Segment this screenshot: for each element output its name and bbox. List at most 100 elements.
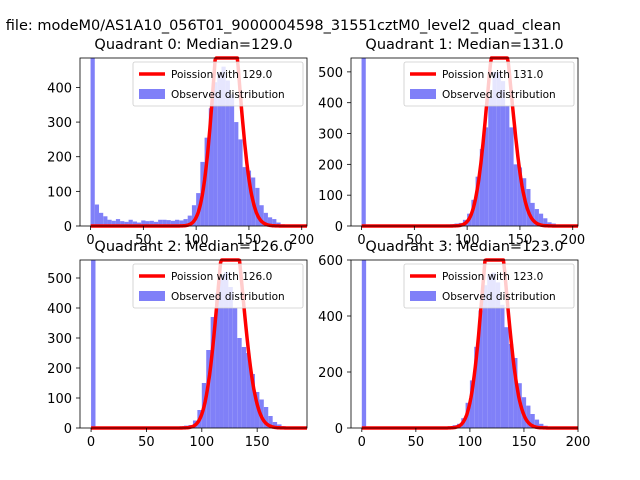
histogram-bar bbox=[361, 260, 367, 428]
legend-label-fit: Poission with 126.0 bbox=[171, 271, 272, 283]
legend-label-fit: Poission with 129.0 bbox=[171, 69, 272, 81]
subplot-title: Quadrant 1: Median=131.0 bbox=[365, 37, 563, 53]
histogram-bar bbox=[491, 272, 496, 428]
y-tick-label: 100 bbox=[47, 185, 72, 200]
legend-bar-swatch bbox=[139, 89, 165, 99]
x-tick-label: 150 bbox=[245, 435, 270, 450]
histogram-bar bbox=[221, 66, 226, 226]
histogram-bar bbox=[94, 204, 100, 226]
y-tick-label: 200 bbox=[47, 151, 72, 166]
y-tick-label: 400 bbox=[47, 302, 72, 317]
x-tick-label: 100 bbox=[189, 435, 214, 450]
histogram-bar bbox=[272, 422, 278, 428]
histogram-bar bbox=[246, 353, 251, 428]
x-tick-label: 50 bbox=[408, 435, 425, 450]
histogram-bar bbox=[241, 347, 247, 428]
histogram-bar bbox=[487, 274, 492, 428]
y-tick-label: 600 bbox=[318, 254, 343, 269]
histogram-bar bbox=[90, 58, 95, 226]
x-tick-label: 150 bbox=[508, 233, 533, 248]
y-tick-label: 200 bbox=[47, 362, 72, 377]
histogram-bar bbox=[213, 82, 218, 226]
histogram-bar bbox=[120, 221, 125, 226]
histogram-bar bbox=[170, 220, 176, 226]
y-tick-label: 100 bbox=[47, 392, 72, 407]
x-tick-label: 50 bbox=[406, 233, 423, 248]
histogram-bar bbox=[187, 215, 192, 226]
histogram-bar bbox=[232, 308, 238, 428]
histogram-bar bbox=[484, 127, 489, 226]
histogram-bar bbox=[111, 220, 116, 226]
histogram-bar bbox=[99, 212, 104, 226]
histogram-bar bbox=[162, 219, 167, 226]
x-tick-label: 150 bbox=[237, 233, 262, 248]
x-tick-label: 100 bbox=[455, 233, 480, 248]
legend-label-observed: Observed distribution bbox=[442, 291, 556, 303]
y-tick-label: 0 bbox=[64, 220, 72, 235]
histogram-bar bbox=[504, 327, 509, 428]
histogram-bar bbox=[250, 374, 255, 428]
histogram-bar bbox=[469, 380, 475, 428]
y-tick-label: 400 bbox=[318, 310, 343, 325]
histogram-bar bbox=[538, 213, 544, 226]
histogram-bar bbox=[496, 71, 501, 227]
histogram-bar bbox=[103, 216, 108, 226]
histogram-bar bbox=[513, 164, 518, 226]
histogram-bar bbox=[132, 221, 138, 226]
y-tick-label: 400 bbox=[318, 97, 343, 112]
histogram-bar bbox=[268, 416, 273, 428]
histogram-bar bbox=[128, 219, 133, 226]
histogram-bar bbox=[183, 219, 188, 226]
subplot-quadrant-0: 0 50 100 150 200 0 100 200 300 400 Quadrant 0: Med… bbox=[47, 37, 314, 248]
histogram-bar bbox=[246, 170, 252, 226]
histogram-bar bbox=[530, 202, 535, 226]
x-tick-label: 150 bbox=[512, 435, 537, 450]
histogram-bar bbox=[238, 139, 243, 226]
histogram-bar bbox=[115, 219, 121, 226]
histogram-bar bbox=[149, 220, 154, 226]
histogram-bar bbox=[509, 127, 514, 226]
y-tick-label: 300 bbox=[318, 128, 343, 143]
histogram-bar bbox=[210, 317, 216, 428]
legend-label-observed: Observed distribution bbox=[442, 89, 556, 101]
x-tick-label: 200 bbox=[560, 233, 585, 248]
y-tick-label: 0 bbox=[335, 422, 343, 437]
histogram-bar bbox=[272, 219, 277, 226]
x-tick-label: 50 bbox=[135, 233, 152, 248]
histogram-bar bbox=[145, 221, 150, 226]
subplot-quadrant-1: 0 50 100 150 200 0 100 200 300 400 500 Quadrant 1: … bbox=[318, 37, 585, 248]
subplot-quadrant-3: 0 50 100 150 200 0 200 400 600 Quadrant 3: Median… bbox=[318, 239, 590, 450]
histogram-bar bbox=[153, 221, 159, 226]
subplot-title: Quadrant 2: Median=126.0 bbox=[94, 239, 292, 255]
x-tick-label: 0 bbox=[86, 233, 94, 248]
y-tick-label: 300 bbox=[47, 332, 72, 347]
histogram-bar bbox=[482, 285, 488, 428]
histogram-bar bbox=[263, 407, 269, 428]
histogram-bar bbox=[517, 167, 523, 226]
histogram-bar bbox=[479, 148, 485, 226]
x-tick-label: 0 bbox=[358, 435, 366, 450]
histogram-bar bbox=[107, 219, 112, 226]
y-tick-label: 500 bbox=[47, 272, 72, 287]
histogram-bar bbox=[539, 423, 544, 428]
histogram-bar bbox=[223, 272, 229, 428]
legend-bar-swatch bbox=[410, 89, 436, 99]
histogram-bar bbox=[228, 287, 233, 428]
x-tick-label: 0 bbox=[87, 435, 95, 450]
figure-suptitle: n file: modeM0/AS1A10_056T01_9000004598_… bbox=[0, 18, 561, 34]
histogram-bar bbox=[530, 414, 535, 428]
axes-frame bbox=[79, 259, 308, 429]
legend-box bbox=[403, 263, 575, 309]
histogram-bar bbox=[500, 81, 506, 226]
histogram-bar bbox=[234, 122, 239, 226]
histogram-bar bbox=[242, 167, 247, 226]
histogram-bar bbox=[229, 94, 235, 227]
histogram-bar bbox=[534, 419, 540, 428]
axes-frame bbox=[350, 259, 579, 429]
histogram-bar bbox=[237, 338, 242, 428]
legend-label-fit: Poission with 123.0 bbox=[442, 271, 543, 283]
histogram-bar bbox=[215, 293, 220, 428]
x-tick-label: 100 bbox=[457, 435, 482, 450]
histogram-bar bbox=[474, 346, 479, 428]
y-tick-label: 0 bbox=[64, 422, 72, 437]
